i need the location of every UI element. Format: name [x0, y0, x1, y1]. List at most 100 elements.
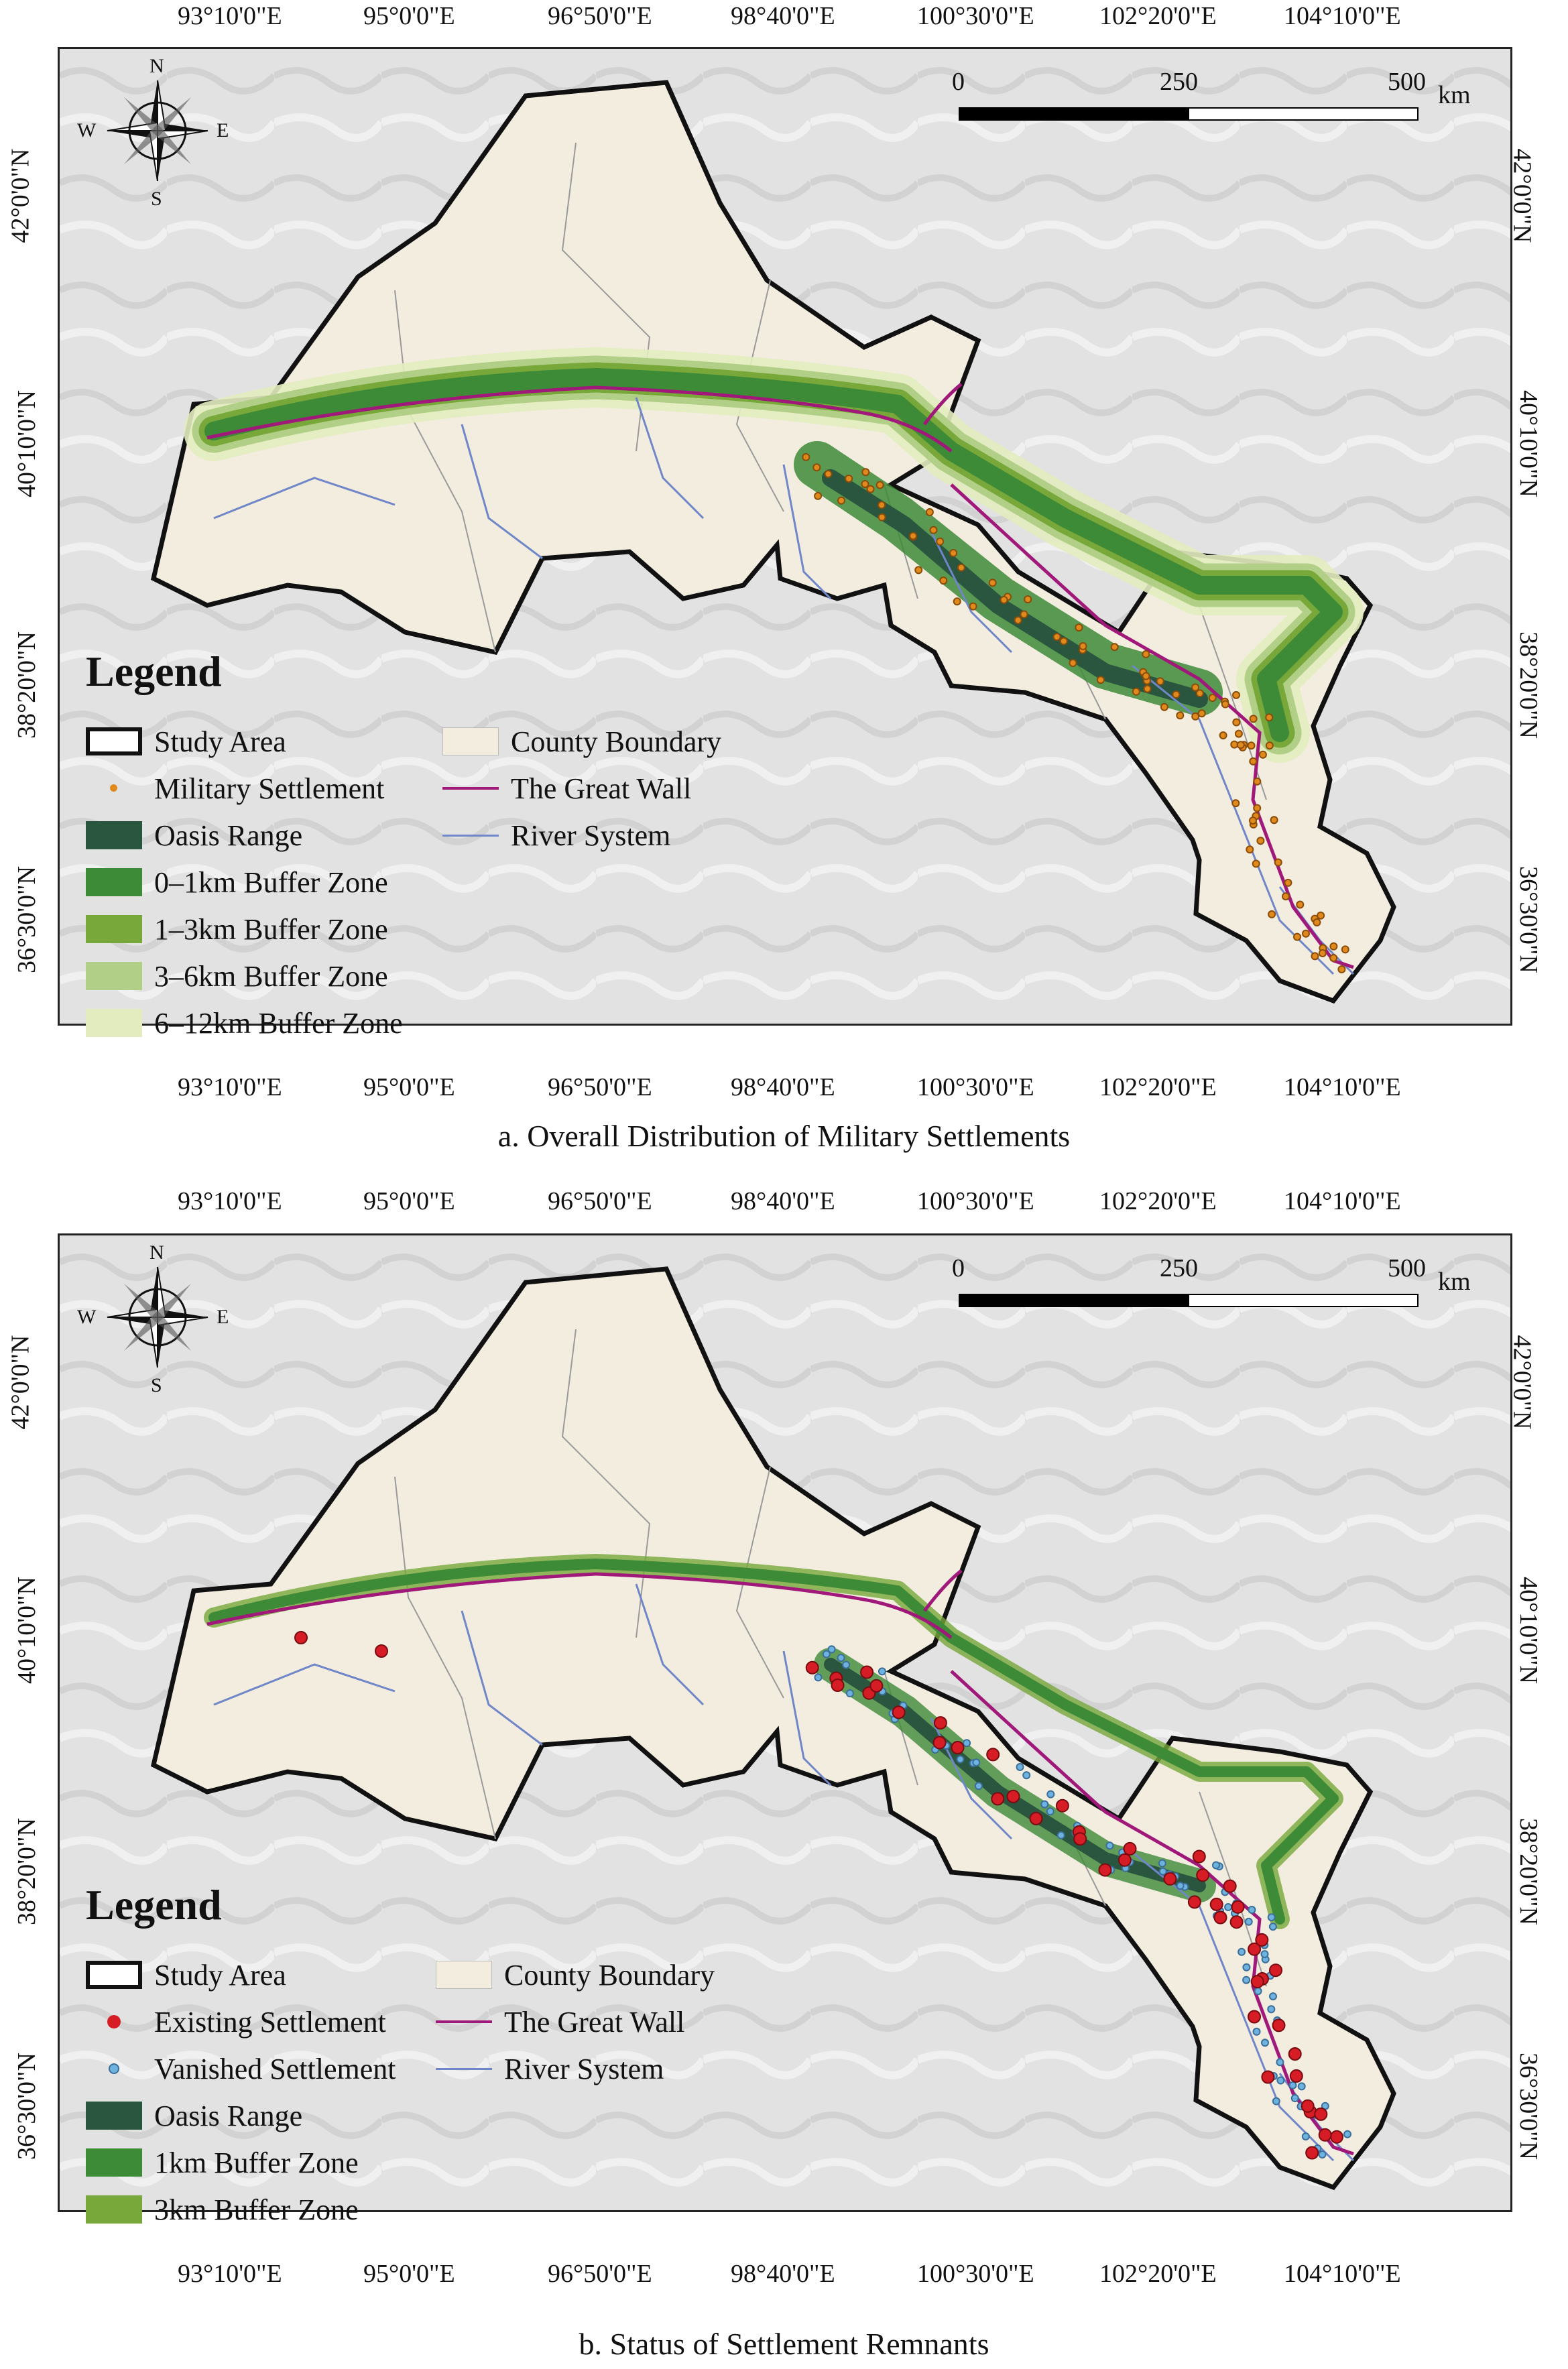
legend-label: River System: [511, 818, 671, 852]
map-canvas-b: [60, 1235, 1510, 2210]
scale-label: 500: [1388, 1254, 1426, 1282]
military-settlement-swatch: [86, 774, 142, 802]
vanished-settlement-marker: [842, 1660, 851, 1669]
buffer-swatch: [86, 962, 142, 990]
military-settlement-marker: [1191, 683, 1200, 692]
legend-label: 1–3km Buffer Zone: [154, 912, 388, 946]
existing-settlement-marker: [1288, 2047, 1302, 2061]
legend-label: Existing Settlement: [154, 2005, 386, 2039]
lat-tick: 36°30'0"N: [1514, 2053, 1543, 2160]
vanished-settlement-marker: [837, 1654, 845, 1662]
existing-settlement-marker: [1318, 2128, 1332, 2142]
lon-tick: 95°0'0"E: [363, 2, 455, 30]
military-settlement-marker: [1258, 750, 1267, 759]
legend-item-buffer-6-12: 6–12km Buffer Zone: [86, 1004, 403, 1042]
lat-tick: 42°0'0"N: [6, 1335, 35, 1430]
military-settlement-marker: [866, 485, 875, 493]
vanished-settlement-marker: [1016, 1763, 1024, 1771]
existing-settlement-marker: [1248, 1942, 1262, 1956]
panel-b-settlement-remnants: 93°10'0"E 95°0'0"E 96°50'0"E 98°40'0"E 1…: [0, 1187, 1568, 2369]
caption-a: a. Overall Distribution of Military Sett…: [497, 1119, 1071, 1153]
existing-settlement-marker: [1330, 2130, 1343, 2144]
military-settlement-marker: [1249, 816, 1257, 825]
existing-settlement-marker: [951, 1741, 965, 1754]
legend-label: 6–12km Buffer Zone: [154, 1006, 403, 1040]
military-settlement-marker: [1337, 965, 1346, 973]
military-settlement-marker: [957, 563, 965, 572]
map-frame-a: [58, 47, 1512, 1026]
compass-north-label: N: [149, 55, 164, 77]
military-settlement-marker: [1110, 643, 1119, 652]
oasis-swatch: [86, 2102, 142, 2130]
vanished-settlement-marker: [1252, 2027, 1261, 2036]
legend-item-buffer-0-1: 0–1km Buffer Zone: [86, 863, 388, 901]
vanished-settlement-marker: [822, 1650, 831, 1658]
compass-west-label: W: [77, 1306, 97, 1328]
military-settlement-marker: [1236, 741, 1245, 749]
scale-bar-black-segment: [959, 1294, 1189, 1307]
military-settlement-marker: [1265, 713, 1274, 722]
existing-settlement-marker: [1248, 2010, 1261, 2024]
legend-label: 3–6km Buffer Zone: [154, 959, 388, 993]
existing-settlement-marker: [1192, 1849, 1206, 1864]
lon-tick: 93°10'0"E: [178, 1187, 282, 1215]
existing-settlement-marker: [1163, 1872, 1177, 1886]
vanished-settlement-marker: [827, 1645, 836, 1654]
military-settlement-marker: [1230, 740, 1239, 749]
study-area-outline: [150, 80, 1396, 1004]
vanished-settlement-marker: [1260, 1950, 1269, 1959]
legend-label: River System: [504, 2052, 664, 2085]
buffer-swatch: [86, 2148, 142, 2177]
legend-label: The Great Wall: [504, 2005, 685, 2039]
existing-settlement-marker: [1098, 1863, 1112, 1877]
scale-label: 0: [952, 68, 965, 96]
study-area-swatch: [86, 727, 142, 755]
lon-tick: 98°40'0"E: [731, 2260, 835, 2288]
existing-settlement-marker: [1196, 1868, 1210, 1882]
great-wall-east: [950, 483, 1354, 969]
scale-bar-black-segment: [959, 107, 1189, 121]
scale-label: 500: [1388, 68, 1426, 96]
existing-settlement-marker: [892, 1705, 906, 1719]
lon-tick: 100°30'0"E: [917, 1073, 1034, 1101]
military-settlement-marker: [1075, 623, 1083, 632]
military-settlement-marker: [1293, 932, 1301, 941]
legend-item-great-wall: The Great Wall: [442, 770, 691, 807]
military-settlement-marker: [1024, 595, 1032, 604]
existing-settlement-swatch: [86, 2008, 142, 2036]
military-settlement-marker: [1247, 741, 1256, 750]
military-settlement-marker: [802, 452, 810, 461]
oasis-swatch: [86, 821, 142, 849]
legend-item-county-boundary: County Boundary: [436, 1956, 715, 1994]
legend-item-military-settlement: Military Settlement: [86, 770, 384, 807]
lon-tick: 95°0'0"E: [363, 1073, 455, 1101]
legend-item-river-system: River System: [442, 816, 670, 854]
vanished-settlement-marker: [1158, 1859, 1166, 1868]
scale-bar-white-segment: [1188, 107, 1419, 121]
lat-tick: 36°30'0"N: [13, 2053, 41, 2160]
scale-unit: km: [1438, 1268, 1471, 1296]
military-settlement-marker: [1253, 777, 1262, 786]
military-settlement-marker: [1014, 616, 1022, 625]
vanished-settlement-marker: [1248, 1906, 1256, 1914]
military-settlement-marker: [1246, 845, 1254, 854]
legend-label: Oasis Range: [154, 818, 303, 852]
military-settlement-marker: [939, 576, 948, 585]
great-wall-west: [206, 1572, 953, 1639]
legend-item-existing-settlement: Existing Settlement: [86, 2003, 386, 2041]
existing-settlement-marker: [1255, 1933, 1269, 1947]
legend-label: Study Area: [154, 725, 286, 758]
military-settlement-marker: [1311, 952, 1319, 961]
military-settlement-marker: [1176, 711, 1185, 720]
military-settlement-marker: [1143, 684, 1152, 693]
vanished-settlement-marker: [1022, 1771, 1031, 1780]
military-settlement-marker: [876, 481, 884, 489]
buffer-swatch: [86, 1009, 142, 1037]
military-settlement-marker: [1208, 694, 1217, 702]
vanished-settlement-marker: [1057, 1831, 1065, 1839]
vanished-settlement-marker: [1297, 2082, 1306, 2091]
military-settlement-marker: [1232, 718, 1241, 727]
existing-settlement-marker: [1073, 1832, 1087, 1846]
legend-label: Vanished Settlement: [154, 2052, 396, 2085]
great-wall-west: [206, 385, 953, 452]
